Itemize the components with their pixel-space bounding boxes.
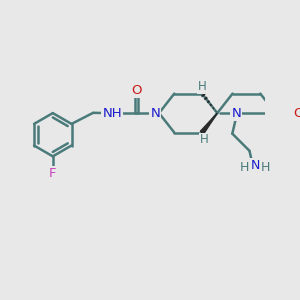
Text: O: O [293, 106, 300, 120]
Text: NH: NH [102, 106, 122, 120]
Text: N: N [151, 106, 160, 120]
Polygon shape [200, 113, 217, 134]
Text: O: O [131, 84, 142, 97]
Text: H: H [240, 161, 249, 174]
Text: H: H [198, 80, 206, 93]
Text: F: F [49, 167, 56, 180]
Text: H: H [200, 134, 208, 146]
Text: N: N [250, 159, 260, 172]
Text: H: H [261, 161, 271, 174]
Text: N: N [231, 106, 241, 120]
